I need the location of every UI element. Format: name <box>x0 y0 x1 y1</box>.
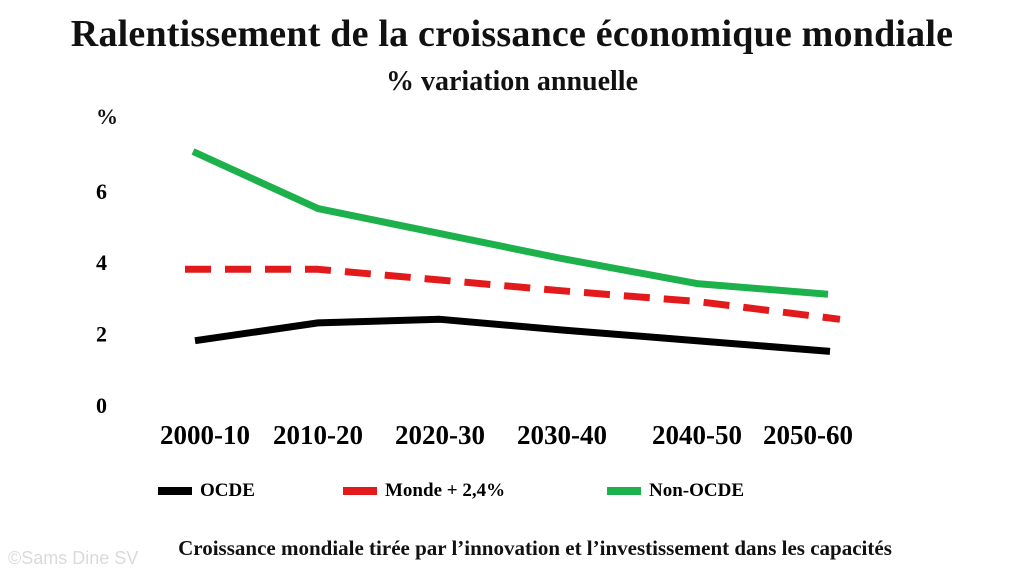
watermark: ©Sams Dine SV <box>8 548 139 568</box>
y-tick-label: 2 <box>96 322 107 347</box>
legend-label: Monde + 2,4% <box>385 480 505 501</box>
legend-label: Non-OCDE <box>649 480 744 501</box>
chart-title: Ralentissement de la croissance économiq… <box>70 13 954 55</box>
series-line-1 <box>185 265 841 323</box>
x-tick-label: 2040-50 <box>652 420 742 450</box>
legend-swatch <box>158 487 192 495</box>
chart-caption: Croissance mondiale tirée par l’innovati… <box>178 536 892 560</box>
x-tick-label: 2050-60 <box>763 420 853 450</box>
x-tick-label: 2030-40 <box>517 420 607 450</box>
y-tick-label: 0 <box>96 393 107 418</box>
y-tick-label: 4 <box>96 250 107 275</box>
y-axis-unit-label: % <box>96 104 118 129</box>
chart-subtitle: % variation annuelle <box>385 66 638 97</box>
series-line-2 <box>191 148 829 298</box>
x-tick-label: 2000-10 <box>160 420 250 450</box>
x-tick-label: 2020-30 <box>395 420 485 450</box>
x-tick-label: 2010-20 <box>273 420 363 450</box>
legend-swatch <box>343 487 377 495</box>
series-line-0 <box>194 315 831 355</box>
y-tick-label: 6 <box>96 179 107 204</box>
legend-label: OCDE <box>200 480 255 501</box>
legend-swatch <box>607 487 641 495</box>
